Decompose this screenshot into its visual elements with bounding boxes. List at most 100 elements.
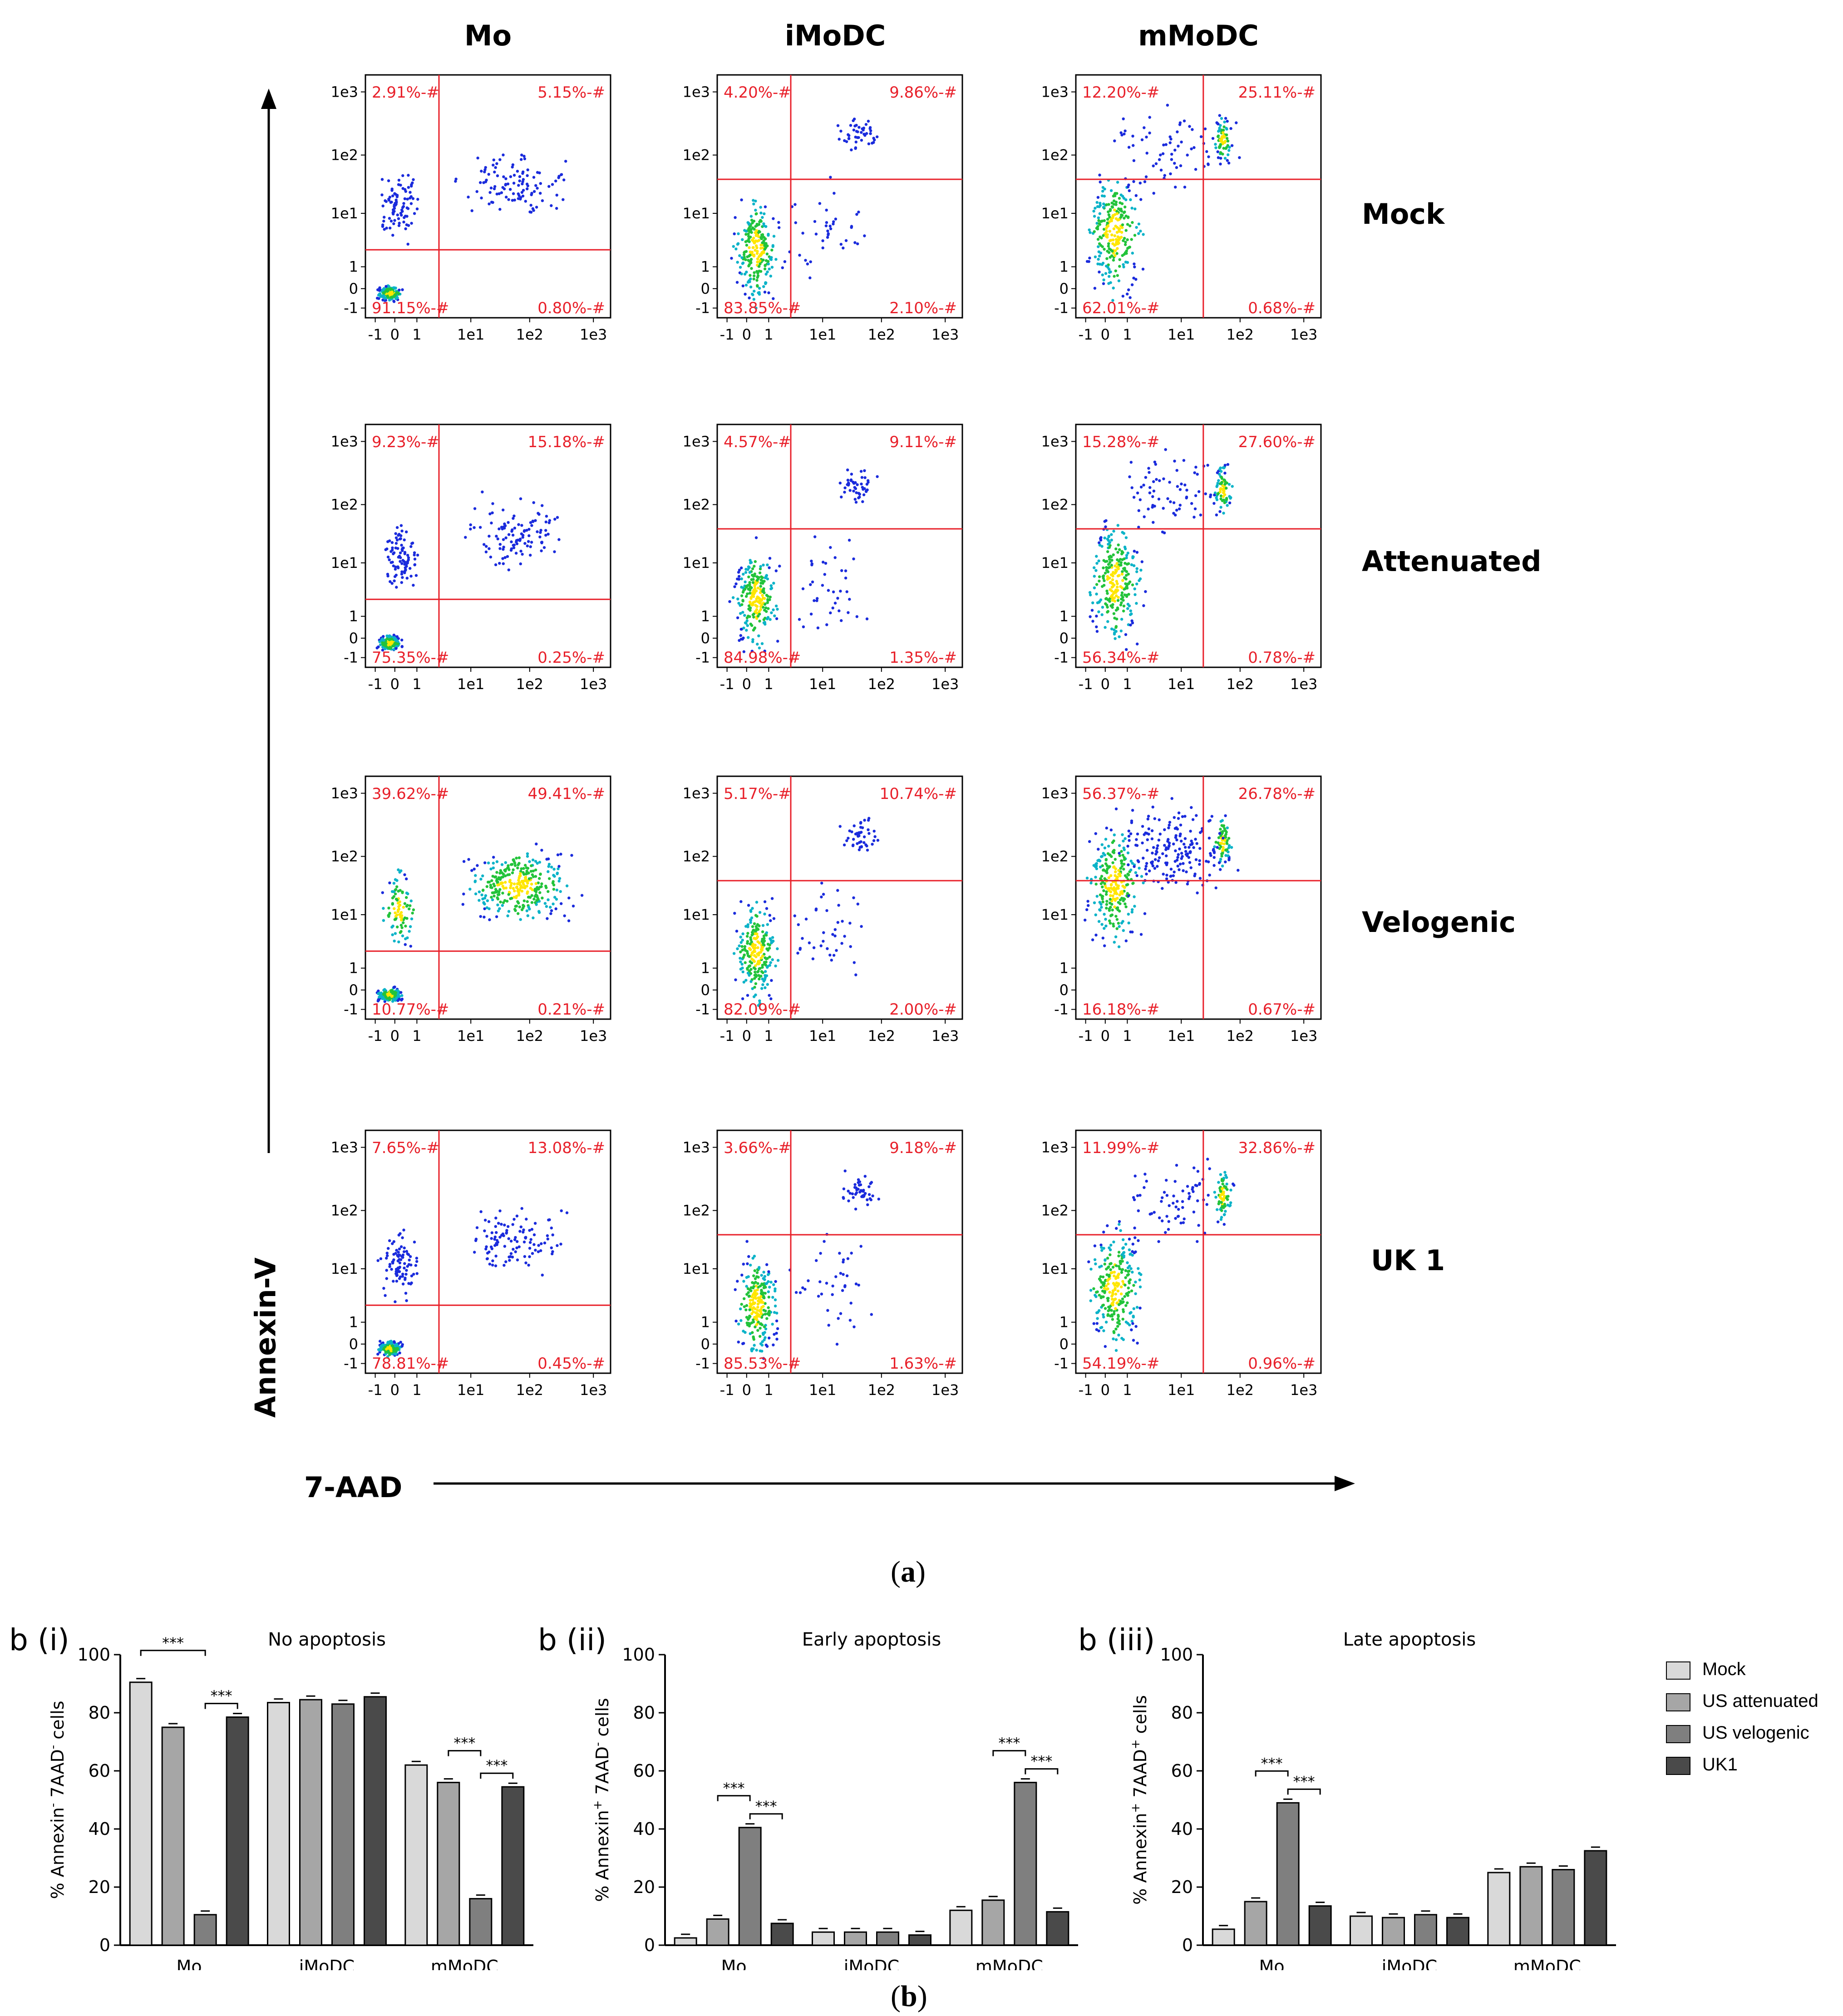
cell-event-dot (739, 900, 743, 903)
cell-event-dot (776, 1327, 779, 1330)
cell-event-dot (515, 540, 518, 544)
x-tick-label: 0 (742, 675, 751, 693)
cell-event-dot (759, 608, 762, 611)
cell-event-dot (734, 247, 738, 251)
cell-event-dot (382, 294, 385, 297)
cell-event-dot (1104, 1258, 1107, 1262)
cell-event-dot (541, 1273, 544, 1277)
cell-event-dot (1142, 483, 1145, 487)
cell-event-dot (389, 1349, 393, 1352)
cell-event-dot (522, 867, 525, 870)
cell-event-dot (1136, 1341, 1139, 1345)
cell-event-dot (1132, 144, 1135, 147)
cell-event-dot (757, 235, 760, 238)
cell-event-dot (1113, 596, 1116, 600)
cell-event-dot (1139, 198, 1143, 201)
cell-event-dot (1097, 219, 1100, 222)
cell-event-dot (1097, 216, 1100, 220)
cell-event-dot (1118, 227, 1121, 231)
cell-event-dot (747, 636, 750, 639)
cell-event-dot (1121, 579, 1124, 582)
cell-event-dot (1229, 496, 1232, 499)
cell-event-dot (852, 838, 855, 841)
cell-event-dot (1183, 815, 1187, 818)
cell-event-dot (535, 206, 538, 209)
cell-event-dot (761, 930, 764, 933)
cell-event-dot (507, 893, 510, 896)
cell-event-dot (742, 650, 746, 653)
cell-event-dot (473, 507, 477, 510)
y-tick-label: 1e2 (683, 147, 710, 164)
cell-event-dot (497, 1222, 500, 1225)
cell-event-dot (410, 1281, 413, 1285)
cell-event-dot (1118, 1222, 1121, 1226)
cell-event-dot (751, 942, 755, 946)
y-tick-label: 1e2 (331, 848, 358, 865)
cell-event-dot (1179, 164, 1183, 168)
cell-event-dot (531, 207, 535, 210)
cell-event-dot (741, 599, 744, 603)
cell-event-dot (1137, 1267, 1140, 1270)
cell-event-dot (824, 562, 828, 565)
cell-event-dot (1129, 623, 1132, 627)
cell-event-dot (752, 254, 756, 258)
cell-event-dot (760, 599, 764, 602)
cell-event-dot (867, 828, 870, 832)
cell-event-dot (1119, 558, 1122, 561)
cell-event-dot (515, 885, 519, 889)
cell-event-dot (1099, 877, 1102, 880)
cell-event-dot (1104, 519, 1108, 522)
cell-event-dot (794, 221, 798, 224)
cell-event-dot (536, 187, 539, 190)
cell-event-dot (1101, 245, 1104, 248)
cell-event-dot (384, 994, 387, 997)
cell-event-dot (513, 907, 517, 911)
cell-event-dot (1098, 222, 1101, 225)
cell-event-dot (550, 1226, 553, 1230)
cell-event-dot (391, 561, 394, 564)
cell-event-dot (1153, 858, 1157, 861)
cell-event-dot (406, 904, 409, 907)
cell-event-dot (407, 1253, 410, 1256)
cell-event-dot (382, 907, 385, 910)
cell-event-dot (764, 246, 768, 249)
cell-event-dot (512, 882, 516, 886)
cell-event-dot (824, 224, 828, 227)
quadrant-lower-right-percent: 0.80%-# (537, 299, 605, 317)
cell-event-dot (748, 260, 751, 263)
cell-event-dot (1103, 579, 1106, 582)
cell-event-dot (1113, 275, 1116, 278)
cell-event-dot (767, 1290, 770, 1293)
x-tick-label: 1e3 (580, 1027, 607, 1045)
cell-event-dot (488, 907, 491, 911)
cell-event-dot (407, 1282, 410, 1285)
cell-event-dot (552, 902, 555, 906)
cell-event-dot (1104, 862, 1108, 865)
cell-event-dot (1104, 1307, 1107, 1310)
cell-event-dot (404, 566, 407, 569)
cell-event-dot (1114, 1327, 1118, 1331)
cell-event-dot (1107, 1306, 1110, 1309)
cell-event-dot (825, 1282, 828, 1285)
cell-event-dot (1174, 186, 1177, 189)
cell-event-dot (1114, 915, 1118, 918)
cell-event-dot (1142, 604, 1145, 607)
cell-event-dot (1178, 834, 1182, 838)
flow-plot-frame (716, 775, 963, 1020)
cell-event-dot (1122, 609, 1125, 613)
y-tick-label: -1 (344, 1355, 358, 1372)
cell-event-dot (562, 198, 565, 201)
cell-event-dot (1174, 1217, 1177, 1220)
cell-event-dot (390, 189, 394, 192)
cell-event-dot (411, 912, 414, 915)
cell-event-dot (839, 1312, 843, 1315)
cell-event-dot (818, 202, 822, 205)
cell-event-dot (1117, 279, 1121, 282)
x-tick-label: 1e1 (457, 326, 484, 343)
cell-event-dot (532, 176, 536, 179)
cell-event-dot (1129, 859, 1133, 863)
cell-event-dot (492, 862, 495, 865)
cell-event-dot (522, 189, 525, 192)
cell-event-dot (1194, 465, 1197, 469)
cell-event-dot (1120, 209, 1123, 213)
